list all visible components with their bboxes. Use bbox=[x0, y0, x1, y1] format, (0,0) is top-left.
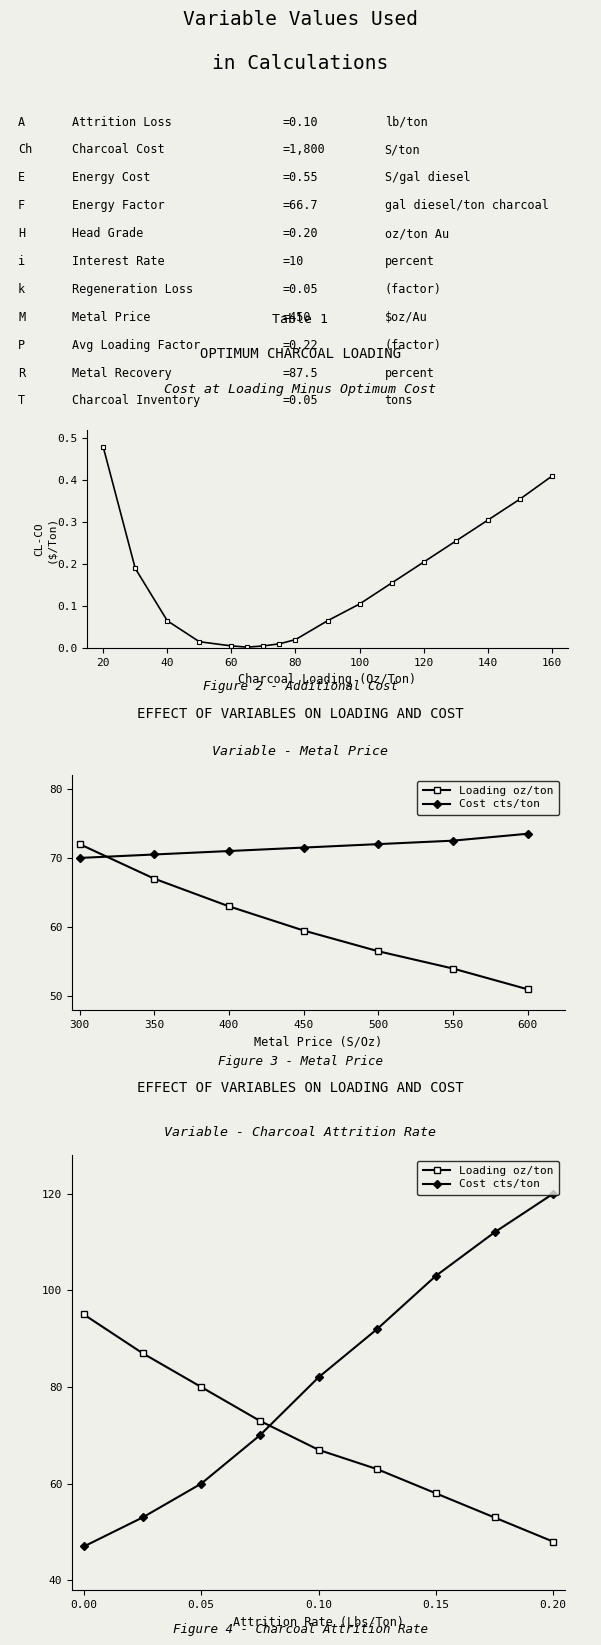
Text: Cost at Loading Minus Optimum Cost: Cost at Loading Minus Optimum Cost bbox=[165, 383, 436, 396]
Text: EFFECT OF VARIABLES ON LOADING AND COST: EFFECT OF VARIABLES ON LOADING AND COST bbox=[137, 1081, 464, 1094]
Text: =1,800: =1,800 bbox=[282, 143, 325, 156]
Cost cts/ton bbox=[151, 844, 158, 864]
Cost cts/ton bbox=[549, 1184, 557, 1204]
Text: EFFECT OF VARIABLES ON LOADING AND COST: EFFECT OF VARIABLES ON LOADING AND COST bbox=[137, 707, 464, 722]
Loading oz/ton bbox=[450, 959, 457, 979]
Text: lb/ton: lb/ton bbox=[385, 115, 427, 128]
Text: Table 1: Table 1 bbox=[272, 314, 329, 326]
Text: oz/ton Au: oz/ton Au bbox=[385, 227, 449, 240]
Cost cts/ton bbox=[315, 1367, 322, 1387]
Text: Avg Loading Factor: Avg Loading Factor bbox=[72, 339, 200, 352]
Text: M: M bbox=[18, 311, 25, 324]
Text: tons: tons bbox=[385, 395, 413, 408]
Text: Head Grade: Head Grade bbox=[72, 227, 144, 240]
Line: Loading oz/ton: Loading oz/ton bbox=[81, 1311, 556, 1545]
Text: =10: =10 bbox=[282, 255, 304, 268]
Text: (factor): (factor) bbox=[385, 339, 442, 352]
Text: gal diesel/ton charcoal: gal diesel/ton charcoal bbox=[385, 199, 549, 212]
Text: $oz/Au: $oz/Au bbox=[385, 311, 427, 324]
Legend: Loading oz/ton, Cost cts/ton: Loading oz/ton, Cost cts/ton bbox=[417, 781, 560, 814]
Text: Figure 4 - Charcoal Attrition Rate: Figure 4 - Charcoal Attrition Rate bbox=[173, 1624, 428, 1637]
Text: S/gal diesel: S/gal diesel bbox=[385, 171, 470, 184]
Text: percent: percent bbox=[385, 255, 435, 268]
Text: =0.55: =0.55 bbox=[282, 171, 318, 184]
Cost cts/ton bbox=[450, 831, 457, 850]
Cost cts/ton bbox=[491, 1222, 498, 1242]
Loading oz/ton bbox=[315, 1439, 322, 1459]
Text: P: P bbox=[18, 339, 25, 352]
Cost cts/ton bbox=[374, 834, 382, 854]
Loading oz/ton bbox=[524, 979, 531, 999]
Text: =66.7: =66.7 bbox=[282, 199, 318, 212]
X-axis label: Attrition Rate (Lbs/Ton): Attrition Rate (Lbs/Ton) bbox=[233, 1615, 404, 1629]
Loading oz/ton bbox=[76, 834, 83, 854]
Cost cts/ton bbox=[300, 837, 307, 857]
Text: =0.05: =0.05 bbox=[282, 283, 318, 296]
Text: R: R bbox=[18, 367, 25, 380]
Text: =87.5: =87.5 bbox=[282, 367, 318, 380]
Text: Regeneration Loss: Regeneration Loss bbox=[72, 283, 194, 296]
Loading oz/ton bbox=[374, 1459, 381, 1479]
Text: Attrition Loss: Attrition Loss bbox=[72, 115, 172, 128]
Text: in Calculations: in Calculations bbox=[212, 54, 389, 74]
X-axis label: Metal Price (S/Oz): Metal Price (S/Oz) bbox=[254, 1035, 383, 1048]
Cost cts/ton bbox=[81, 1536, 88, 1556]
Loading oz/ton bbox=[300, 921, 307, 941]
Text: (factor): (factor) bbox=[385, 283, 442, 296]
Text: Variable - Charcoal Attrition Rate: Variable - Charcoal Attrition Rate bbox=[165, 1127, 436, 1140]
Y-axis label: CL-CO
($/Ton): CL-CO ($/Ton) bbox=[34, 515, 56, 563]
Text: Charcoal Inventory: Charcoal Inventory bbox=[72, 395, 200, 408]
Text: i: i bbox=[18, 255, 25, 268]
Text: percent: percent bbox=[385, 367, 435, 380]
Cost cts/ton bbox=[374, 1319, 381, 1339]
Loading oz/ton bbox=[549, 1531, 557, 1551]
Text: =0.05: =0.05 bbox=[282, 395, 318, 408]
Text: S/ton: S/ton bbox=[385, 143, 420, 156]
Text: F: F bbox=[18, 199, 25, 212]
X-axis label: Charcoal Loading (Oz/Ton): Charcoal Loading (Oz/Ton) bbox=[239, 673, 416, 686]
Text: =0.22: =0.22 bbox=[282, 339, 318, 352]
Text: E: E bbox=[18, 171, 25, 184]
Loading oz/ton bbox=[225, 897, 233, 916]
Text: Figure 2 - Additional Cost: Figure 2 - Additional Cost bbox=[203, 679, 398, 693]
Loading oz/ton bbox=[432, 1484, 439, 1504]
Loading oz/ton bbox=[198, 1377, 205, 1397]
Cost cts/ton bbox=[524, 824, 531, 844]
Text: OPTIMUM CHARCOAL LOADING: OPTIMUM CHARCOAL LOADING bbox=[200, 347, 401, 362]
Text: =0.20: =0.20 bbox=[282, 227, 318, 240]
Text: k: k bbox=[18, 283, 25, 296]
Text: Ch: Ch bbox=[18, 143, 32, 156]
Cost cts/ton bbox=[76, 849, 83, 869]
Text: =450: =450 bbox=[282, 311, 311, 324]
Line: Cost cts/ton: Cost cts/ton bbox=[77, 831, 531, 860]
Text: H: H bbox=[18, 227, 25, 240]
Loading oz/ton bbox=[256, 1411, 263, 1431]
Text: T: T bbox=[18, 395, 25, 408]
Text: Figure 3 - Metal Price: Figure 3 - Metal Price bbox=[218, 1054, 383, 1068]
Text: Metal Recovery: Metal Recovery bbox=[72, 367, 172, 380]
Cost cts/ton bbox=[256, 1426, 263, 1446]
Loading oz/ton bbox=[151, 869, 158, 888]
Cost cts/ton bbox=[198, 1474, 205, 1494]
Text: Energy Factor: Energy Factor bbox=[72, 199, 165, 212]
Text: Metal Price: Metal Price bbox=[72, 311, 150, 324]
Cost cts/ton bbox=[225, 841, 233, 860]
Legend: Loading oz/ton, Cost cts/ton: Loading oz/ton, Cost cts/ton bbox=[417, 1161, 560, 1194]
Text: Variable - Metal Price: Variable - Metal Price bbox=[213, 745, 388, 758]
Cost cts/ton bbox=[432, 1267, 439, 1286]
Loading oz/ton bbox=[491, 1507, 498, 1527]
Text: Interest Rate: Interest Rate bbox=[72, 255, 165, 268]
Text: Variable Values Used: Variable Values Used bbox=[183, 10, 418, 30]
Text: A: A bbox=[18, 115, 25, 128]
Text: Energy Cost: Energy Cost bbox=[72, 171, 150, 184]
Text: Charcoal Cost: Charcoal Cost bbox=[72, 143, 165, 156]
Loading oz/ton bbox=[139, 1344, 146, 1364]
Cost cts/ton bbox=[139, 1507, 146, 1527]
Line: Loading oz/ton: Loading oz/ton bbox=[77, 841, 531, 992]
Text: =0.10: =0.10 bbox=[282, 115, 318, 128]
Loading oz/ton bbox=[81, 1304, 88, 1324]
Line: Cost cts/ton: Cost cts/ton bbox=[81, 1191, 556, 1550]
Loading oz/ton bbox=[374, 941, 382, 961]
